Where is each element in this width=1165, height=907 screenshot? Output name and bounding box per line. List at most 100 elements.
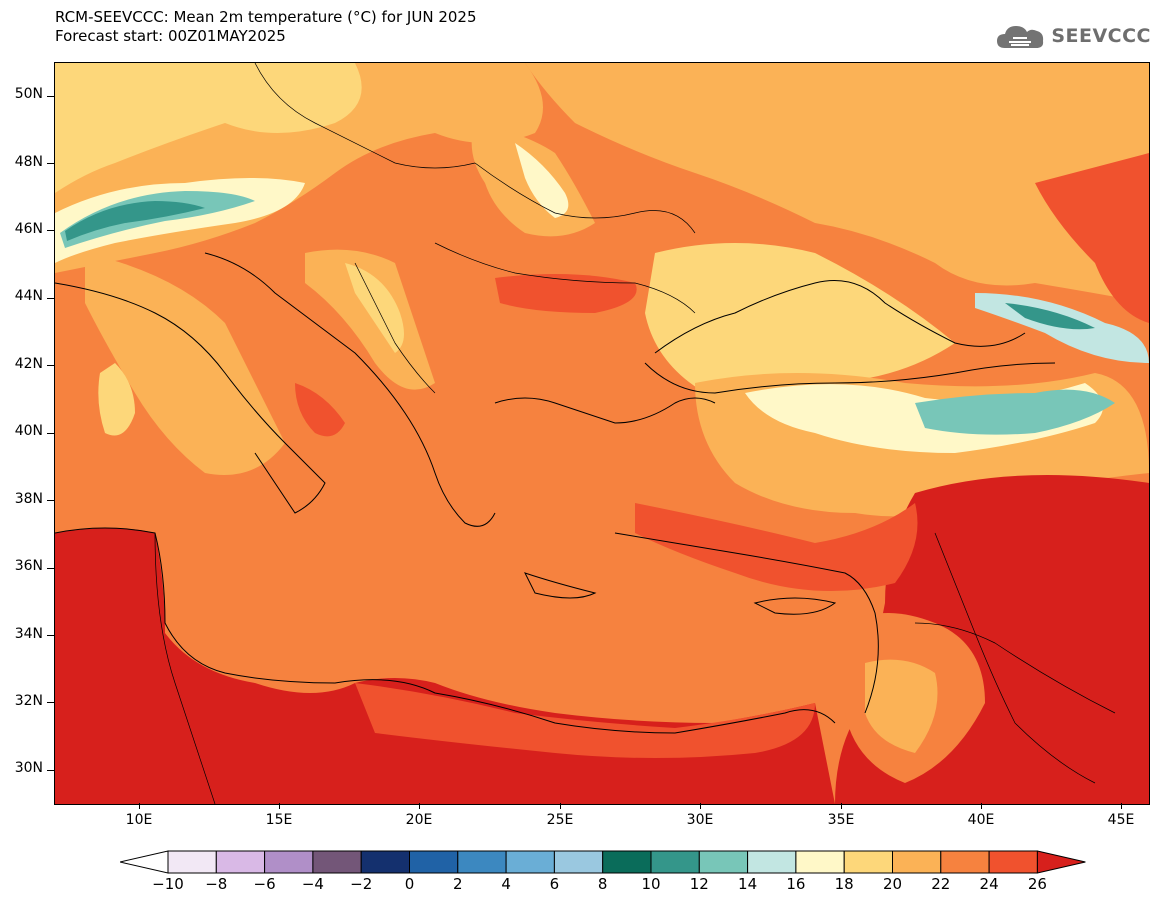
title-line-2: Forecast start: 00Z01MAY2025 — [55, 27, 286, 45]
colorbar-swatch — [264, 850, 314, 874]
colorbar-swatch — [843, 850, 894, 874]
lat-tick — [47, 568, 54, 569]
lat-tick — [47, 96, 54, 97]
lat-label-36n: 36N — [14, 558, 43, 574]
colorbar-tick-label: −10 — [152, 875, 184, 893]
lon-tick — [700, 803, 701, 809]
colorbar-tick-label: 6 — [549, 875, 560, 893]
colorbar-tick-label: 20 — [882, 875, 903, 893]
lat-label-46n: 46N — [14, 221, 43, 237]
colorbar-tick-label: 26 — [1027, 875, 1047, 893]
alps-colder — [65, 201, 205, 241]
colorbar-swatch — [360, 850, 410, 874]
lon-tick — [981, 803, 982, 809]
lat-label-50n: 50N — [14, 86, 43, 102]
colorbar-tick-label: 2 — [453, 875, 463, 893]
lat-tick — [47, 770, 54, 771]
colorbar-tick-label: 22 — [931, 875, 951, 893]
north-east-warm — [525, 63, 1149, 303]
danube-plain-hot — [495, 274, 637, 313]
colorbar-swatch — [167, 850, 217, 874]
colorbar-swatch — [409, 850, 459, 874]
colorbar-swatch — [795, 850, 845, 874]
colorbar-swatch — [215, 850, 266, 874]
colorbar-tick-label: 4 — [501, 875, 511, 893]
colorbar-tick-label: −4 — [301, 875, 324, 893]
lon-label-25e: 25E — [546, 812, 574, 828]
map-canvas — [55, 63, 1149, 804]
lon-tick — [1121, 803, 1122, 809]
alps-cold — [60, 191, 255, 248]
anatolia-cold — [915, 389, 1115, 435]
colorbar-tick-label: 24 — [979, 875, 999, 893]
lon-tick — [279, 803, 280, 809]
lat-tick — [47, 365, 54, 366]
lat-label-32n: 32N — [14, 693, 43, 709]
lon-tick — [841, 803, 842, 809]
lat-label-30n: 30N — [14, 760, 43, 776]
balkans-mild — [345, 263, 404, 353]
balkans-band — [305, 249, 435, 390]
map-title: RCM-SEEVCCC: Mean 2m temperature (°C) fo… — [55, 8, 477, 46]
lon-label-35e: 35E — [827, 812, 855, 828]
lat-tick — [47, 230, 54, 231]
colorbar-lower-extension — [120, 850, 169, 874]
title-line-1: RCM-SEEVCCC: Mean 2m temperature (°C) fo… — [55, 8, 477, 26]
italy-hot-spot — [295, 383, 345, 437]
lon-tick — [419, 803, 420, 809]
colorbar-tick-label: 12 — [689, 875, 709, 893]
colorbar-swatch — [505, 850, 555, 874]
colorbar-swatch — [650, 850, 700, 874]
colorbar-tick-label: 8 — [597, 875, 608, 893]
colorbar-swatch — [602, 850, 652, 874]
jordan-mild — [865, 659, 938, 753]
temperature-map — [54, 62, 1150, 805]
lon-label-20e: 20E — [405, 812, 433, 828]
colorbar-tick-label: 16 — [786, 875, 806, 893]
lat-label-34n: 34N — [14, 626, 43, 642]
colorbar-upper-extension — [1036, 850, 1086, 874]
lat-label-44n: 44N — [14, 288, 43, 304]
lat-label-42n: 42N — [14, 356, 43, 372]
black-sea — [645, 243, 955, 393]
lat-label-40n: 40N — [14, 423, 43, 439]
lon-tick — [560, 803, 561, 809]
coastlines — [55, 252, 1056, 734]
south-russia-hot — [1035, 153, 1149, 323]
colorbar-tick-label: 18 — [834, 875, 854, 893]
lon-label-45e: 45E — [1107, 812, 1135, 828]
italy-mild — [85, 253, 285, 475]
carpathians-mild — [515, 143, 569, 218]
lon-label-40e: 40E — [967, 812, 995, 828]
colorbar-tick-label: 14 — [738, 875, 758, 893]
lat-label-48n: 48N — [14, 154, 43, 170]
colorbar-tick-label: −2 — [350, 875, 373, 893]
lat-tick — [47, 500, 54, 501]
logo-text: SEEVCCC — [1051, 25, 1151, 47]
temperature-colorbar — [120, 850, 1086, 874]
lon-label-10e: 10E — [125, 812, 153, 828]
colorbar-swatch — [312, 850, 362, 874]
lat-label-38n: 38N — [14, 491, 43, 507]
turkey-south-coast — [635, 503, 918, 591]
colorbar-swatch — [940, 850, 990, 874]
colorbar-tick-label: 10 — [641, 875, 661, 893]
colorbar-tick-label: 0 — [404, 875, 415, 893]
colorbar-swatch — [457, 850, 507, 874]
libya-coast — [355, 683, 815, 758]
caucasus-cold — [1005, 303, 1095, 330]
colorbar-swatch — [988, 850, 1038, 874]
lat-tick — [47, 433, 54, 434]
north-cool-band — [55, 63, 362, 193]
country-borders — [154, 63, 1116, 804]
lat-tick — [47, 298, 54, 299]
lat-tick — [47, 702, 54, 703]
seevccc-logo: SEEVCCC — [995, 20, 1151, 52]
sardinia-mild — [98, 363, 135, 436]
colorbar-tick-label: −8 — [205, 875, 228, 893]
colorbar-swatch — [553, 850, 604, 874]
colorbar-swatch — [892, 850, 942, 874]
lon-label-15e: 15E — [265, 812, 293, 828]
colorbar-swatch — [698, 850, 749, 874]
lon-tick — [139, 803, 140, 809]
